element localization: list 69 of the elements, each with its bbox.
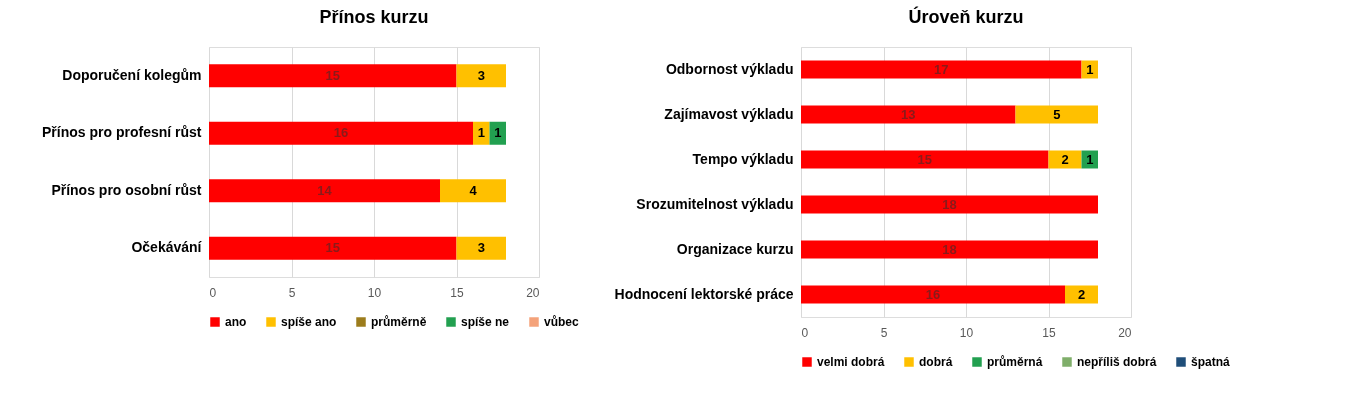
data-label: 1 [1086, 61, 1094, 77]
y-tick-label: Tempo výkladu [692, 150, 794, 167]
data-label: 17 [934, 61, 949, 77]
bar [801, 150, 1049, 169]
data-label: 15 [325, 240, 340, 256]
legend-label: nepříliš dobrá [1077, 355, 1157, 369]
bar [801, 195, 1098, 214]
x-tick-label: 15 [450, 285, 464, 300]
x-tick-label: 20 [526, 285, 540, 300]
chart-title: Úroveň kurzu [908, 6, 1024, 27]
data-label: 18 [942, 241, 957, 257]
data-label: 3 [477, 240, 485, 256]
x-tick-label: 0 [209, 285, 217, 300]
bar [456, 64, 506, 88]
data-label: 15 [917, 151, 932, 167]
chart-title: Přínos kurzu [319, 7, 429, 27]
bar [801, 240, 1098, 259]
bar [209, 64, 457, 88]
x-tick-label: 10 [959, 325, 974, 340]
y-tick-label: Očekávání [131, 239, 203, 256]
bar [1065, 285, 1098, 304]
bar [473, 121, 490, 145]
bar [209, 179, 440, 203]
x-tick-label: 15 [1042, 325, 1056, 340]
legend-label: spíše ano [281, 315, 337, 329]
y-tick-label: Srozumitelnost výkladu [636, 195, 794, 212]
y-tick-label: Hodnocení lektorské práce [614, 285, 794, 302]
legend-label: průměrná [987, 355, 1043, 369]
data-label: 13 [901, 106, 916, 122]
bar [801, 60, 1082, 79]
data-label: 1 [1086, 151, 1094, 167]
bar [440, 179, 506, 203]
data-label: 16 [925, 286, 941, 302]
data-label: 2 [1077, 286, 1086, 302]
bar [209, 236, 457, 260]
data-label: 3 [477, 67, 485, 83]
x-tick-label: 5 [880, 325, 888, 340]
legend-label: dobrá [919, 355, 953, 369]
bar [801, 105, 1016, 124]
legend-label: vůbec [544, 315, 580, 329]
data-label: 14 [317, 182, 333, 198]
y-tick-label: Přínos pro profesní růst [42, 124, 202, 141]
legend-label: ano [225, 315, 247, 329]
data-label: 16 [333, 125, 349, 141]
data-label: 4 [469, 182, 478, 198]
bar [1015, 105, 1098, 124]
legend-label: velmi dobrá [817, 355, 885, 369]
y-tick-label: Odbornost výkladu [665, 60, 794, 77]
x-tick-label: 5 [288, 285, 296, 300]
bar [801, 285, 1065, 304]
data-label: 5 [1053, 106, 1061, 122]
data-label: 18 [942, 196, 957, 212]
data-label: 2 [1061, 151, 1069, 167]
data-label: 15 [325, 67, 340, 83]
y-tick-label: Doporučení kolegům [62, 66, 202, 83]
data-label: 1 [477, 125, 485, 141]
data-label: 1 [494, 125, 502, 141]
x-tick-label: 20 [1118, 325, 1132, 340]
x-tick-label: 0 [801, 325, 809, 340]
legend-label: špatná [1191, 355, 1230, 369]
y-tick-label: Zajímavost výkladu [664, 105, 794, 122]
legend-label: průměrně [371, 315, 427, 329]
legend-label: spíše ne [461, 315, 510, 329]
bar [456, 236, 506, 260]
y-tick-label: Přínos pro osobní růst [51, 181, 202, 198]
x-tick-label: 10 [367, 285, 382, 300]
bar [1048, 150, 1082, 169]
bar [209, 121, 473, 145]
y-tick-label: Organizace kurzu [676, 240, 794, 257]
